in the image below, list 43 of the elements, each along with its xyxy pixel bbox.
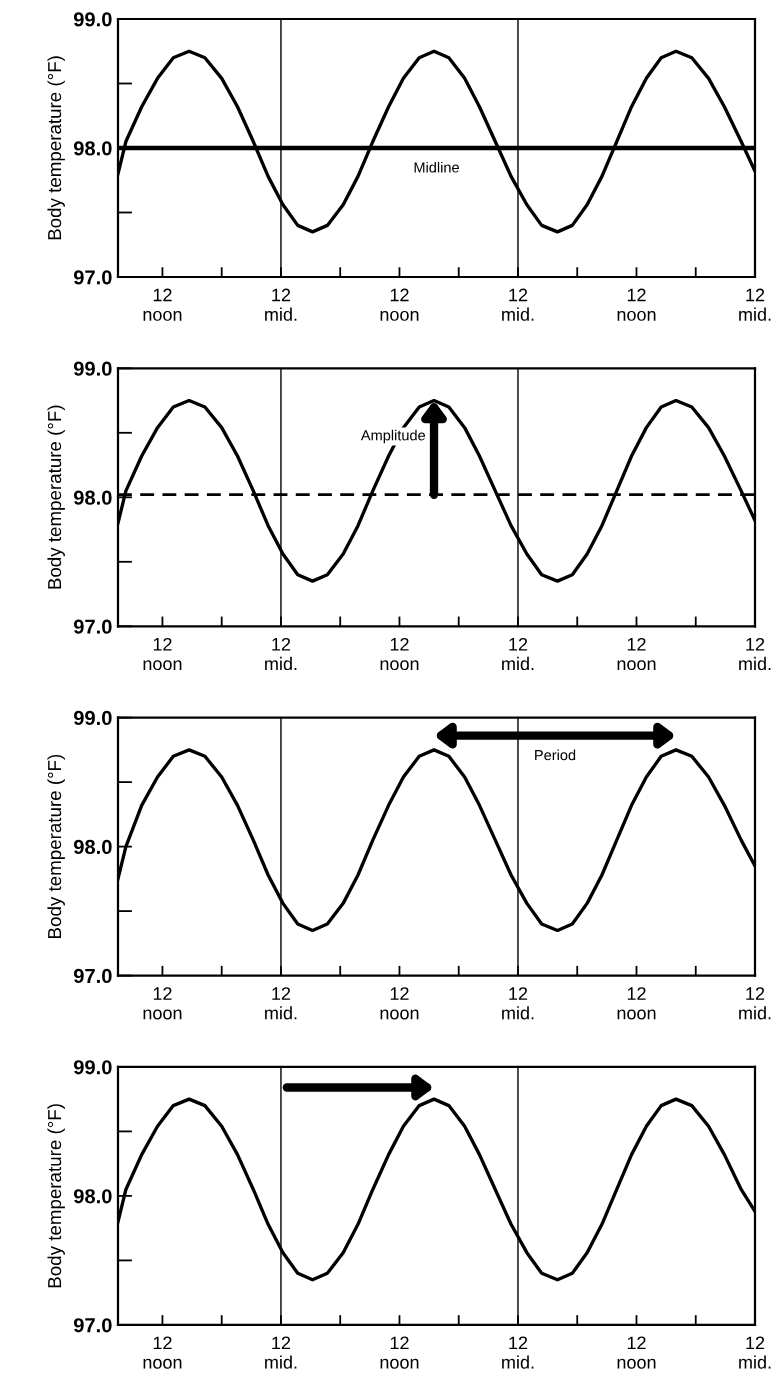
x-tick-label: 12 noon <box>617 288 656 321</box>
x-tick-label: 12 noon <box>143 987 182 1020</box>
annotation: Amplitude <box>360 429 426 444</box>
x-tick-label: 12 noon <box>143 288 182 321</box>
x-tick-label: 12 noon <box>380 1336 419 1369</box>
x-tick-label: 12 noon <box>380 987 419 1020</box>
y-tick-label: 99.0 <box>73 710 112 726</box>
x-tick-label: 12 mid. <box>502 987 534 1020</box>
y-tick-label: 99.0 <box>73 361 112 376</box>
x-tick-label: 12 mid. <box>502 288 534 321</box>
y-axis-title: Body temperature (°F) <box>47 754 65 938</box>
y-axis-title: Body temperature (°F) <box>47 405 65 589</box>
x-tick-label: 12 noon <box>380 288 419 321</box>
y-tick-label: 98.0 <box>73 490 112 505</box>
x-tick-label: 12 noon <box>617 1336 656 1369</box>
x-tick-label: 12 mid. <box>739 1336 771 1369</box>
x-tick-label: 12 mid. <box>265 637 297 671</box>
y-tick-label: 99.0 <box>73 12 112 27</box>
x-tick-label: 12 mid. <box>739 288 771 321</box>
x-tick-label: 12 mid. <box>502 1336 534 1369</box>
y-axis-title: Body temperature (°F) <box>47 1104 65 1288</box>
ref-line-label: Midline <box>414 161 459 173</box>
annotation: Period <box>535 749 576 761</box>
x-tick-label: 12 noon <box>143 1336 182 1369</box>
x-tick-label: 12 mid. <box>265 987 297 1020</box>
x-tick-label: 12 noon <box>617 987 656 1020</box>
y-tick-label: 97.0 <box>73 968 112 984</box>
x-tick-label: 12 mid. <box>739 637 771 671</box>
y-tick-label: 98.0 <box>73 141 112 156</box>
x-tick-label: 12 noon <box>380 637 419 671</box>
y-tick-label: 98.0 <box>73 839 112 855</box>
x-tick-label: 12 mid. <box>265 288 297 321</box>
x-tick-label: 12 mid. <box>265 1336 297 1369</box>
x-tick-label: 12 noon <box>617 637 656 671</box>
y-tick-label: 97.0 <box>73 619 112 634</box>
x-tick-label: 12 mid. <box>502 637 534 671</box>
y-tick-label: 97.0 <box>73 1318 112 1333</box>
y-tick-label: 97.0 <box>73 270 112 285</box>
x-tick-label: 12 mid. <box>739 987 771 1020</box>
y-tick-label: 98.0 <box>73 1189 112 1204</box>
y-axis-title: Body temperature (°F) <box>47 56 65 240</box>
y-tick-label: 99.0 <box>73 1060 112 1075</box>
x-tick-label: 12 noon <box>143 637 182 671</box>
